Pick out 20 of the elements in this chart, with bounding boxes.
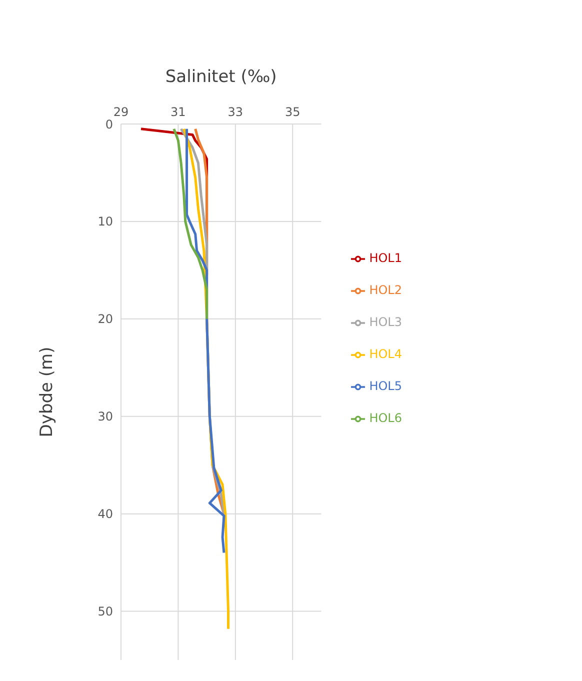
x-tick-label: 33: [228, 105, 244, 119]
x-axis-title: Salinitet (‰): [165, 67, 277, 87]
legend-label: HOL5: [369, 379, 402, 393]
x-tick-label: 29: [113, 105, 129, 119]
legend-label: HOL3: [369, 315, 402, 329]
line-series: [186, 128, 226, 554]
legend-label: HOL6: [369, 411, 402, 425]
x-tick-label: 35: [284, 105, 300, 119]
legend-label: HOL4: [369, 347, 402, 361]
y-axis-title: Dybde (m): [37, 346, 58, 438]
y-tick-label: 50: [98, 604, 113, 619]
y-tick-label: 20: [98, 312, 113, 326]
legend-label: HOL1: [369, 251, 402, 265]
x-tick-label: 31: [170, 105, 186, 119]
y-tick-label: 10: [98, 214, 113, 229]
y-tick-label: 0: [105, 117, 113, 132]
line-series: [172, 128, 208, 320]
y-tick-label: 30: [98, 410, 113, 424]
y-tick-label: 40: [98, 507, 113, 522]
legend-label: HOL2: [369, 283, 402, 297]
